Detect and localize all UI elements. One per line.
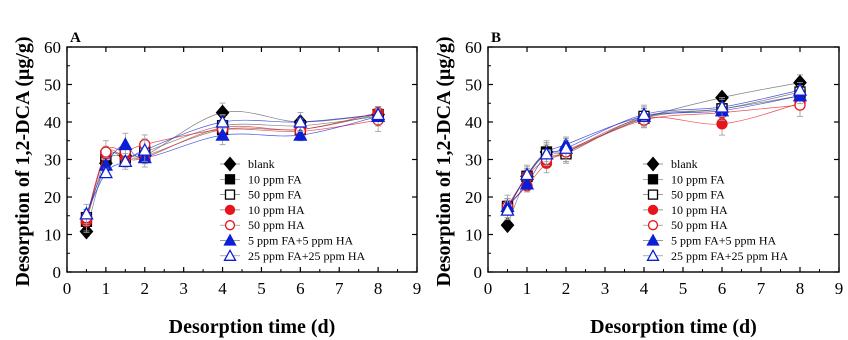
x-tick-label: 1 bbox=[523, 279, 532, 298]
x-tick-label: 8 bbox=[796, 279, 805, 298]
legend-label: 10 ppm HA bbox=[671, 203, 728, 217]
legend-marker bbox=[224, 204, 236, 216]
data-point bbox=[293, 114, 308, 128]
data-point bbox=[215, 114, 230, 128]
data-point bbox=[792, 82, 808, 96]
legend-marker bbox=[646, 156, 660, 172]
y-tick-label: 10 bbox=[465, 226, 482, 245]
y-tick-label: 0 bbox=[53, 263, 62, 282]
x-tick-label: 9 bbox=[413, 279, 422, 298]
y-axis-label: Desorption of 1,2-DCA (μg/g) bbox=[12, 36, 34, 286]
y-tick-label: 30 bbox=[465, 151, 482, 170]
series-line bbox=[86, 119, 379, 218]
y-tick-label: 40 bbox=[44, 113, 61, 132]
y-tick-label: 60 bbox=[44, 38, 61, 57]
x-tick-label: 5 bbox=[679, 279, 688, 298]
panel-label: B bbox=[491, 30, 501, 46]
legend-label: 10 ppm FA bbox=[671, 172, 725, 186]
data-point bbox=[98, 165, 113, 179]
series-6 bbox=[500, 82, 808, 221]
series-6 bbox=[79, 107, 386, 224]
data-point bbox=[293, 127, 308, 141]
data-point bbox=[500, 202, 515, 216]
legend-label: 10 ppm FA bbox=[248, 172, 302, 186]
x-tick-label: 4 bbox=[218, 279, 227, 298]
chart-panel-b: 0 1 2 3 4 5 6 7 8 9 0 10 20 30 40 50 60 Desorption time (… bbox=[433, 30, 843, 338]
data-point bbox=[636, 107, 652, 121]
legend-marker bbox=[647, 220, 659, 231]
y-tick-label: 50 bbox=[465, 76, 482, 95]
legend-marker bbox=[646, 233, 660, 246]
x-tick-label: 3 bbox=[601, 279, 610, 298]
legend-label: 10 ppm HA bbox=[248, 203, 305, 217]
legend-label: 50 ppm FA bbox=[671, 188, 725, 202]
legend-label: 25 ppm FA+25 ppm HA bbox=[671, 249, 789, 263]
plot-frame bbox=[66, 46, 418, 273]
x-tick-label: 3 bbox=[179, 279, 188, 298]
data-point bbox=[100, 146, 112, 158]
y-tick-label: 10 bbox=[44, 226, 61, 245]
y-tick-label: 50 bbox=[44, 76, 61, 95]
y-tick-label: 20 bbox=[465, 188, 482, 207]
legend-label: 25 ppm FA+25 ppm HA bbox=[248, 249, 366, 263]
y-tick-label: 20 bbox=[44, 188, 61, 207]
data-point bbox=[539, 146, 554, 160]
legend-label: 5 ppm FA+5 ppm HA bbox=[248, 234, 354, 248]
data-point bbox=[215, 127, 230, 141]
chart-panel-a: 0 1 2 3 4 5 6 7 8 9 0 10 20 30 40 50 60 Desorption time (… bbox=[12, 30, 421, 338]
legend-marker bbox=[646, 248, 660, 261]
legend-marker bbox=[223, 248, 237, 261]
legend-label: 50 ppm HA bbox=[248, 218, 305, 232]
data-point bbox=[79, 206, 94, 220]
legend-marker bbox=[224, 220, 236, 231]
x-tick-label: 2 bbox=[562, 279, 571, 298]
x-tick-label: 1 bbox=[102, 279, 111, 298]
y-tick-label: 30 bbox=[44, 151, 61, 170]
data-point bbox=[118, 137, 133, 151]
panel-label: A bbox=[70, 30, 81, 46]
legend-marker bbox=[224, 174, 236, 185]
x-tick-label: 7 bbox=[335, 279, 344, 298]
data-point bbox=[714, 99, 730, 113]
x-tick-label: 5 bbox=[257, 279, 266, 298]
y-tick-label: 0 bbox=[474, 263, 483, 282]
y-tick-label: 60 bbox=[465, 38, 482, 57]
data-point bbox=[118, 154, 133, 168]
x-tick-label: 4 bbox=[640, 279, 649, 298]
data-point bbox=[519, 176, 535, 190]
legend-label: 50 ppm FA bbox=[248, 188, 302, 202]
x-axis-label: Desorption time (d) bbox=[169, 316, 336, 338]
x-tick-label: 8 bbox=[374, 279, 383, 298]
legend-marker bbox=[647, 204, 659, 216]
legend-marker bbox=[647, 189, 659, 200]
data-point bbox=[558, 140, 574, 154]
x-tick-label: 9 bbox=[835, 279, 844, 298]
x-tick-label: 0 bbox=[484, 279, 493, 298]
legend-label: blank bbox=[248, 157, 275, 171]
data-point bbox=[500, 217, 515, 234]
legend-marker bbox=[647, 174, 659, 185]
data-point bbox=[371, 107, 386, 121]
x-tick-label: 0 bbox=[63, 279, 72, 298]
legend-marker bbox=[223, 233, 237, 246]
y-axis-label: Desorption of 1,2-DCA (μg/g) bbox=[433, 36, 455, 286]
x-tick-label: 7 bbox=[757, 279, 766, 298]
legend-marker bbox=[224, 189, 236, 200]
legend-label: blank bbox=[671, 157, 698, 171]
x-tick-label: 2 bbox=[141, 279, 150, 298]
legend-label: 5 ppm FA+5 ppm HA bbox=[671, 234, 777, 248]
data-point bbox=[137, 142, 152, 156]
legend-marker bbox=[223, 156, 237, 172]
x-tick-label: 6 bbox=[296, 279, 305, 298]
legend-label: 50 ppm HA bbox=[671, 218, 728, 232]
data-point bbox=[519, 167, 535, 181]
x-axis-label: Desorption time (d) bbox=[590, 316, 757, 338]
y-tick-label: 40 bbox=[465, 113, 482, 132]
x-tick-label: 6 bbox=[718, 279, 727, 298]
